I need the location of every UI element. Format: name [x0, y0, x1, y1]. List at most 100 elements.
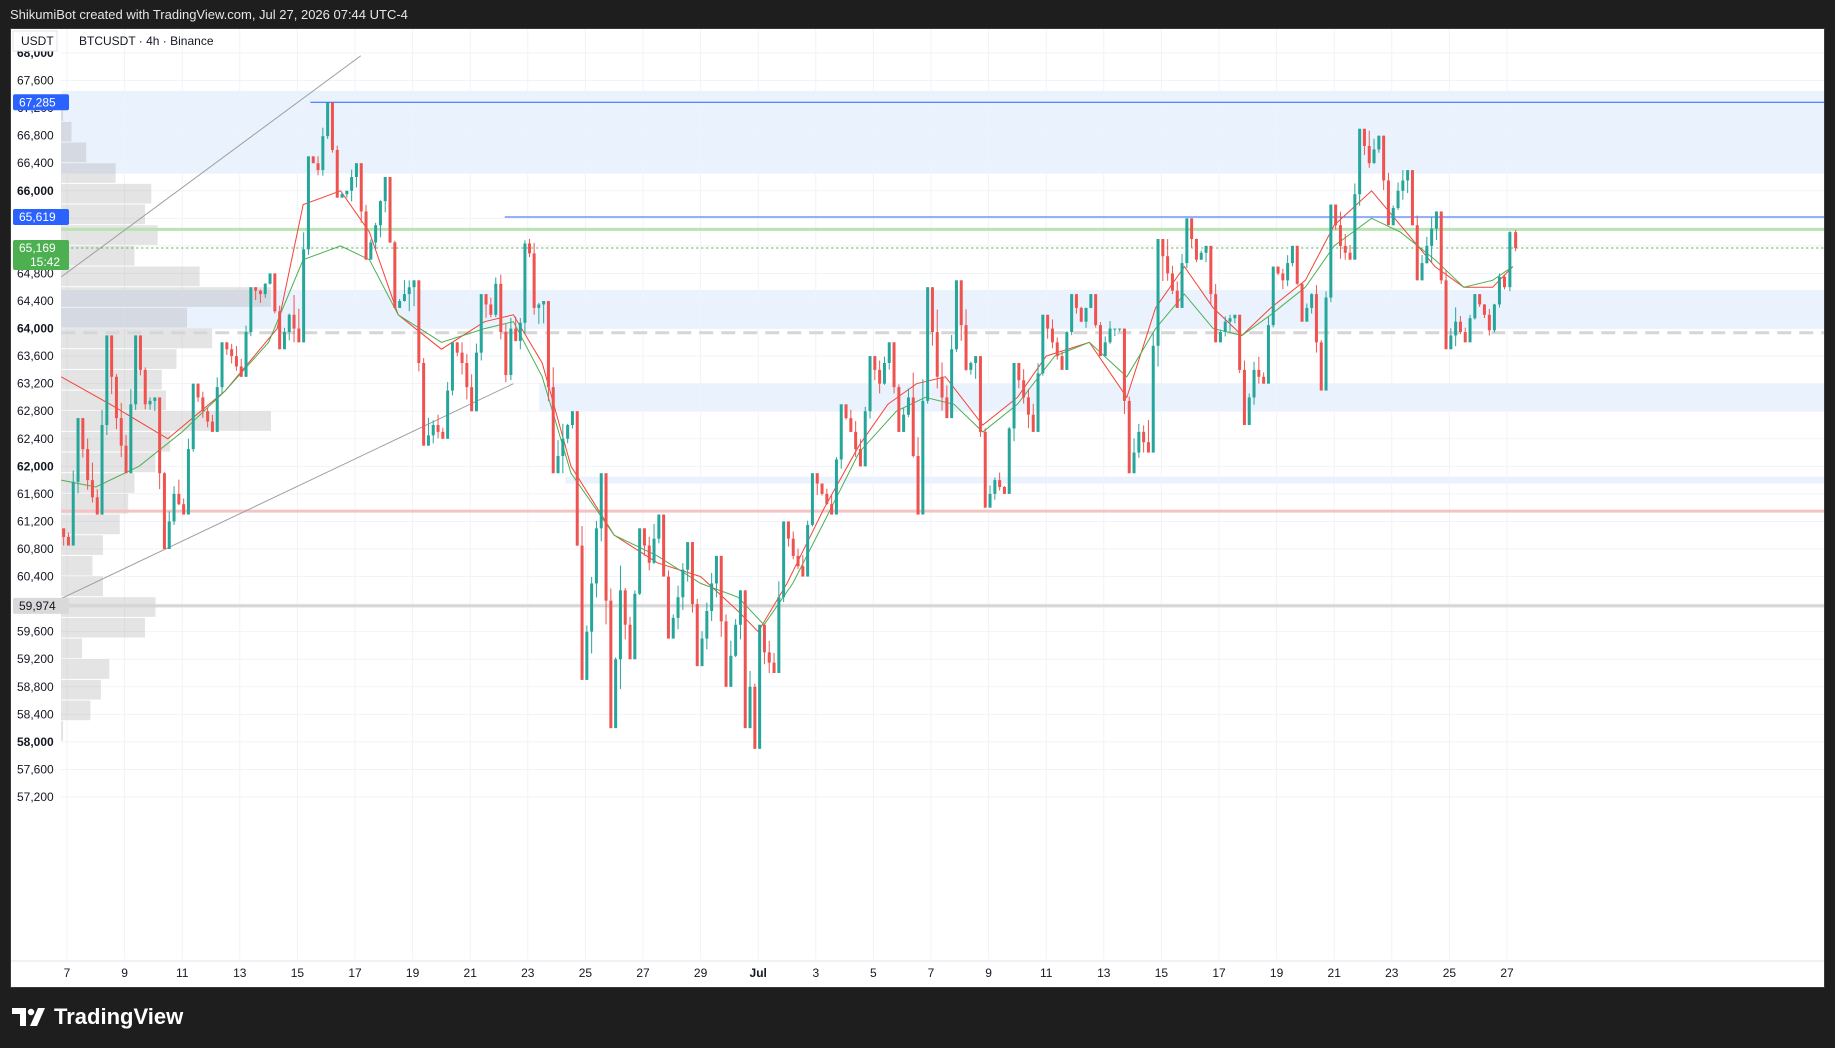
candle-body: [1434, 211, 1438, 229]
candle-body: [911, 397, 915, 456]
price-label-bg: [13, 94, 69, 111]
candle-body: [1031, 414, 1035, 432]
candle-body: [1012, 363, 1016, 429]
candle-body: [268, 273, 272, 284]
candle-body: [1252, 369, 1256, 398]
brand-text: TradingView: [54, 1004, 184, 1029]
price-tick-label: 63,600: [17, 349, 54, 363]
candle-body: [1262, 376, 1266, 384]
candle-body: [1338, 225, 1342, 246]
candle-body: [1098, 325, 1102, 357]
candle-body: [1166, 256, 1170, 274]
volume-profile-bar: [61, 266, 200, 287]
candle-body: [772, 662, 776, 673]
price-label-text: 59,974: [19, 599, 56, 613]
volume-profile-bar: [61, 555, 93, 576]
candle-body: [465, 363, 469, 388]
time-tick-label: 17: [1212, 966, 1226, 980]
price-label-text: 67,285: [19, 95, 56, 109]
time-tick-label: 27: [636, 966, 650, 980]
candle-body: [810, 473, 814, 525]
candle-body: [441, 431, 445, 439]
candle-body: [1286, 263, 1290, 281]
candle-body: [514, 328, 518, 341]
candle-body: [225, 342, 229, 350]
volume-profile-bar: [61, 411, 271, 431]
candle-body: [455, 342, 459, 353]
candle-body: [1343, 245, 1347, 253]
tradingview-logo[interactable]: TradingView: [12, 1004, 183, 1030]
candle-body: [738, 590, 742, 625]
volume-profile-bar: [61, 121, 72, 142]
candle-body: [983, 431, 987, 508]
candle-body: [690, 542, 694, 605]
volume-profile-bar: [61, 659, 110, 679]
candle-body: [537, 304, 541, 308]
price-tick-label: 58,000: [17, 735, 54, 749]
candle-body: [1348, 252, 1352, 260]
ema-slow-line: [61, 217, 1514, 626]
candle-body: [1108, 328, 1112, 343]
candle-body: [882, 363, 886, 384]
candle-body: [311, 156, 315, 164]
candle-body: [1247, 397, 1251, 425]
candle-body: [916, 456, 920, 515]
candle-body: [1103, 342, 1107, 357]
candle-body: [1401, 180, 1405, 191]
candle-body: [662, 514, 666, 577]
candle-body: [426, 435, 430, 446]
candle-body: [350, 177, 354, 191]
candle-body: [422, 363, 426, 446]
candle-body: [954, 280, 958, 350]
candle-body: [1017, 363, 1021, 381]
sr-zone: [61, 90, 1824, 174]
candle-body: [1463, 332, 1467, 343]
chart-panel[interactable]: 68,00067,60067,20066,80066,40066,00065,6…: [10, 28, 1825, 988]
candle-body: [1415, 225, 1419, 281]
candle-body: [436, 425, 440, 432]
price-tick-label: 66,400: [17, 156, 54, 170]
price-tick-label: 58,800: [17, 680, 54, 694]
candle-body: [119, 418, 123, 446]
candle-body: [561, 438, 565, 456]
candle-body: [834, 459, 838, 515]
candle-body: [177, 493, 181, 505]
candle-body: [1146, 442, 1150, 453]
candle-body: [566, 425, 570, 439]
price-tick-label: 67,600: [17, 74, 54, 88]
candle-body: [642, 528, 646, 546]
candle-body: [374, 225, 378, 243]
candle-body: [249, 287, 253, 332]
candle-body: [825, 493, 829, 505]
price-tick-label: 61,200: [17, 514, 54, 528]
candle-body: [700, 638, 704, 667]
price-tick-label: 66,800: [17, 129, 54, 143]
volume-profile-bar: [61, 307, 187, 328]
candle-body: [1324, 297, 1328, 391]
candle-body: [820, 483, 824, 494]
candle-body: [1170, 273, 1174, 291]
candle-body: [945, 397, 949, 419]
candle-body: [244, 332, 248, 377]
candle-body: [81, 418, 85, 450]
time-tick-label: 25: [579, 966, 593, 980]
trend-line: [60, 55, 362, 278]
candle-body: [523, 243, 527, 323]
price-label-bg: [13, 240, 69, 271]
candle-body: [575, 411, 579, 546]
candle-body: [138, 335, 142, 370]
candle-body: [1190, 218, 1194, 239]
candle-body: [124, 445, 128, 474]
candle-body: [1300, 283, 1304, 322]
candle-body: [153, 397, 157, 401]
time-tick-label: 13: [233, 966, 247, 980]
candle-body: [1209, 245, 1213, 295]
candle-body: [585, 631, 589, 680]
candle-body: [110, 335, 114, 377]
candlestick-chart[interactable]: 68,00067,60067,20066,80066,40066,00065,6…: [11, 29, 1824, 987]
price-label-text: 65,169: [19, 241, 56, 255]
candle-body: [186, 449, 190, 515]
candle-body: [1242, 369, 1246, 425]
candle-body: [66, 536, 70, 546]
candle-body: [1290, 245, 1294, 264]
